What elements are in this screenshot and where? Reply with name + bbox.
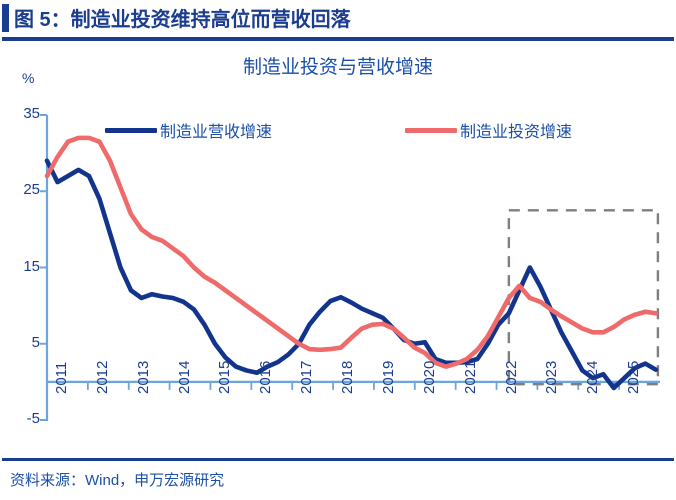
x-tick-label: 2014 xyxy=(175,360,193,394)
x-tick-label: 2013 xyxy=(134,360,152,394)
source-note: 资料来源：Wind，申万宏源研究 xyxy=(10,472,225,489)
legend-item[interactable]: 制造业投资增速 xyxy=(405,117,572,143)
x-tick-label: 2017 xyxy=(298,360,316,394)
title-accent-bar xyxy=(2,4,9,32)
x-tick-label: 2012 xyxy=(93,360,111,394)
x-tick-label: 2015 xyxy=(216,360,234,394)
legend-item[interactable]: 制造业营收增速 xyxy=(105,117,272,143)
y-tick-label: 15 xyxy=(23,257,40,275)
data-series xyxy=(44,135,659,391)
x-tick-label: 2019 xyxy=(379,360,397,394)
legend-label: 制造业投资增速 xyxy=(460,124,573,141)
x-tick-label: 2016 xyxy=(257,360,275,394)
series-line-investment xyxy=(44,135,659,369)
chart-legend: 制造业营收增速 制造业投资增速 xyxy=(105,117,625,143)
legend-line-swatch xyxy=(105,127,157,133)
axes xyxy=(40,114,660,421)
x-tick-label: 2025 xyxy=(625,360,643,394)
figure-header: 图 5：制造业投资维持高位而营收回落 xyxy=(0,0,676,41)
y-axis-unit-label: % xyxy=(22,70,35,86)
footer-divider xyxy=(2,458,674,461)
x-tick-label: 2023 xyxy=(543,360,561,394)
figure-title: 图 5：制造业投资维持高位而营收回落 xyxy=(14,9,351,31)
x-axis-tick-labels: 2011 2012 2013 2014 2015 2016 2017 2018 2019 2020… xyxy=(0,42,676,457)
y-tick-label: 25 xyxy=(23,181,40,199)
x-tick-label: 2022 xyxy=(502,360,520,394)
chart-title: 制造业投资与营收增速 xyxy=(242,57,433,78)
x-tick-label: 2021 xyxy=(461,360,479,394)
legend-line-swatch xyxy=(405,127,457,133)
chart-container: 制造业投资与营收增速 % 35 25 15 5 -5 制造业营收增速 制造业投资增速 20… xyxy=(0,42,676,457)
y-tick-label: 5 xyxy=(31,333,40,351)
legend-label: 制造业营收增速 xyxy=(160,124,273,141)
x-tick-label: 2024 xyxy=(584,360,602,394)
series-line-revenue xyxy=(44,158,659,391)
plot-area xyxy=(40,114,660,421)
x-tick-label: 2018 xyxy=(339,360,357,394)
x-tick-label: 2020 xyxy=(420,360,438,394)
x-tick-label: 2011 xyxy=(53,361,70,394)
y-tick-label: -5 xyxy=(26,410,40,427)
y-tick-label: 35 xyxy=(23,105,40,122)
title-divider xyxy=(2,37,674,41)
y-axis-tick-labels: 35 25 15 5 -5 xyxy=(0,42,40,457)
